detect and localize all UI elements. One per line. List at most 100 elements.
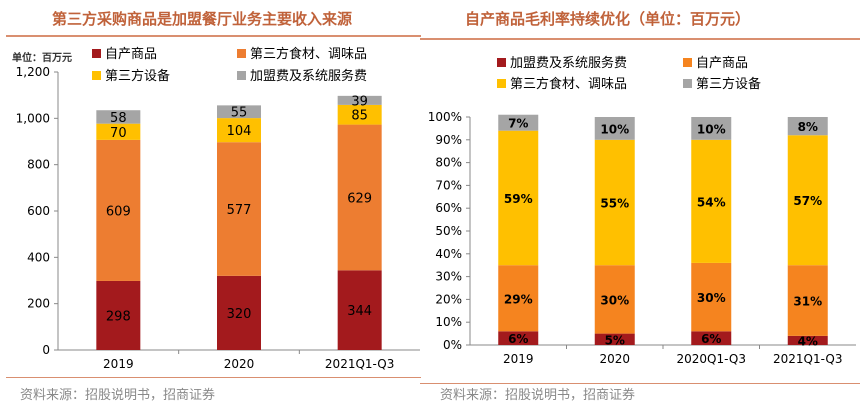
unit-label: 单位：百万元 — [12, 53, 72, 64]
legend-label: 加盟费及系统服务费 — [250, 68, 367, 84]
data-label: 30% — [600, 293, 629, 307]
y-tick-label: 800 — [27, 158, 50, 172]
data-label: 57% — [793, 194, 822, 208]
left-chart-title: 第三方采购商品是加盟餐厅业务主要收入来源 — [52, 10, 353, 28]
bar-segment — [594, 139, 635, 266]
data-label: 31% — [793, 295, 822, 309]
data-label: 58 — [110, 111, 127, 126]
data-label: 55 — [231, 106, 248, 121]
bar-segment — [337, 270, 382, 350]
legend-swatch — [92, 71, 101, 80]
y-tick-label: 30% — [435, 270, 462, 284]
bar-segment — [498, 130, 539, 266]
bar-segment — [217, 118, 261, 143]
data-label: 55% — [600, 197, 629, 211]
data-label: 59% — [504, 192, 533, 206]
y-tick-label: 80% — [435, 156, 462, 170]
x-tick-label: 2020Q1-Q3 — [677, 352, 746, 366]
bar-segment — [217, 105, 261, 119]
x-tick-label: 2020 — [224, 357, 255, 371]
bar-segment — [96, 280, 141, 350]
legend-swatch — [683, 79, 692, 88]
bar-segment — [337, 124, 382, 271]
bar-segment — [691, 331, 732, 345]
right-chart-title: 自产商品毛利率持续优化（单位：百万元） — [465, 10, 751, 28]
bar-segment — [337, 95, 382, 105]
y-tick-label: 60% — [435, 201, 462, 215]
bar-segment — [594, 117, 635, 140]
right-bottom-rule — [420, 383, 860, 384]
data-label: 6% — [701, 332, 721, 346]
legend-swatch — [497, 58, 506, 67]
legend-swatch — [237, 71, 246, 80]
legend-label: 第三方设备 — [696, 76, 761, 92]
data-label: 104 — [227, 124, 252, 139]
left-source: 资料来源：招股说明书，招商证券 — [20, 388, 216, 403]
x-tick-label: 2019 — [103, 357, 134, 371]
y-tick-label: 200 — [27, 297, 50, 311]
y-tick-label: 20% — [435, 292, 462, 306]
data-label: 85 — [351, 109, 368, 124]
bar-segment — [594, 265, 635, 334]
y-tick-label: 40% — [435, 247, 462, 261]
legend-swatch — [92, 49, 101, 58]
bar-segment — [691, 139, 732, 263]
y-tick-label: 10% — [435, 315, 462, 329]
bar-segment — [337, 104, 382, 125]
data-label: 8% — [798, 120, 818, 134]
bar-segment — [787, 135, 828, 266]
legend-swatch — [683, 58, 692, 67]
bar-segment — [787, 265, 828, 336]
bar-segment — [691, 262, 732, 332]
left-bottom-rule — [6, 377, 421, 378]
right-title-rule — [420, 38, 860, 40]
data-label: 4% — [798, 334, 818, 348]
legend-label: 第三方食材、调味品 — [510, 76, 627, 92]
legend-label: 自产商品 — [696, 56, 748, 71]
x-tick-label: 2021Q1-Q3 — [325, 357, 394, 371]
legend-swatch — [237, 49, 246, 58]
bar-segment — [787, 335, 828, 345]
bar-segment — [217, 142, 261, 276]
bar-segment — [498, 114, 539, 131]
data-label: 609 — [106, 204, 131, 219]
y-tick-label: 0 — [42, 343, 50, 357]
bar-segment — [787, 117, 828, 136]
data-label: 320 — [227, 307, 252, 322]
data-label: 5% — [605, 333, 625, 347]
bar-segment — [217, 275, 261, 350]
y-tick-label: 70% — [435, 178, 462, 192]
y-tick-label: 400 — [27, 250, 50, 264]
x-tick-label: 2021Q1-Q3 — [773, 352, 842, 366]
y-tick-label: 90% — [435, 133, 462, 147]
y-tick-label: 50% — [435, 224, 462, 238]
bar-segment — [691, 117, 732, 140]
data-label: 629 — [347, 191, 372, 206]
legend-label: 第三方设备 — [105, 68, 170, 84]
y-tick-label: 1,200 — [16, 65, 50, 79]
data-label: 10% — [697, 122, 726, 136]
data-label: 577 — [227, 203, 252, 218]
x-tick-label: 2019 — [503, 352, 534, 366]
data-label: 6% — [508, 332, 528, 346]
bar-segment — [498, 331, 539, 345]
y-tick-label: 0% — [443, 338, 462, 352]
data-label: 54% — [697, 195, 726, 209]
data-label: 298 — [106, 309, 131, 324]
data-label: 7% — [508, 117, 528, 131]
left-title-rule — [6, 35, 421, 37]
data-label: 344 — [347, 304, 372, 319]
bar-segment — [594, 333, 635, 345]
data-label: 10% — [600, 122, 629, 136]
y-tick-label: 1,000 — [16, 111, 50, 125]
right-source: 资料来源：招股说明书，招商证券 — [440, 388, 636, 403]
bar-segment — [96, 139, 141, 281]
bar-segment — [96, 110, 141, 124]
legend-label: 加盟费及系统服务费 — [510, 55, 627, 71]
data-label: 29% — [504, 292, 533, 306]
y-tick-label: 100% — [428, 110, 462, 124]
bar-segment — [96, 123, 141, 140]
y-tick-label: 600 — [27, 204, 50, 218]
